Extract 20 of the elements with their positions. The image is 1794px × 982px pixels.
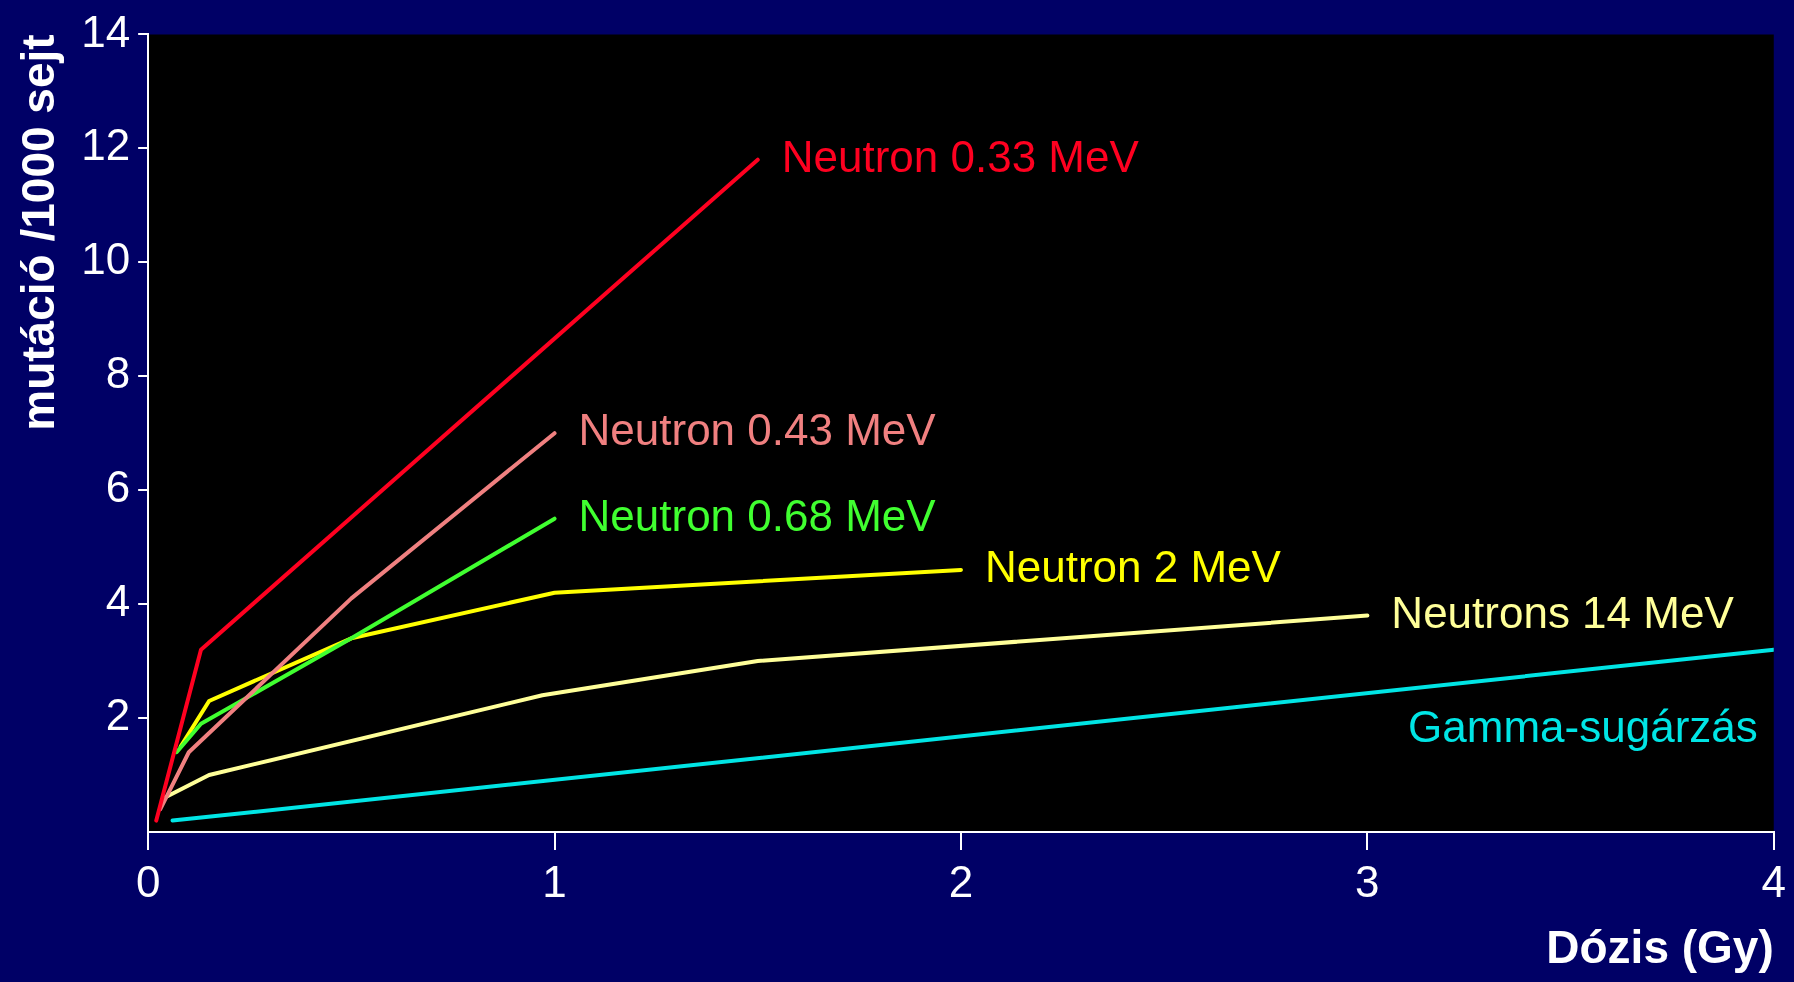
series-label: Gamma-sugárzás: [1408, 701, 1758, 751]
x-tick-label: 4: [1761, 856, 1787, 906]
y-tick-label: 10: [81, 234, 131, 284]
y-axis-title: mutáció /1000 sejt: [12, 34, 65, 431]
y-tick-label: 8: [105, 348, 131, 398]
y-tick-label: 12: [81, 120, 131, 170]
x-axis-title: Dózis (Gy): [1546, 921, 1774, 974]
x-tick-label: 2: [948, 856, 974, 906]
y-tick-label: 2: [105, 690, 131, 740]
series-label: Neutron 0.43 MeV: [578, 405, 937, 455]
y-tick-label: 4: [105, 576, 131, 626]
series-label: Neutron 0.33 MeV: [781, 131, 1140, 181]
y-tick-label: 14: [81, 6, 131, 56]
x-tick-label: 3: [1355, 856, 1380, 906]
y-tick-label: 6: [105, 462, 131, 512]
series-label: Neutron 2 MeV: [984, 542, 1282, 592]
series-label: Neutron 0.68 MeV: [578, 490, 937, 540]
series-label: Neutrons 14 MeV: [1391, 587, 1735, 637]
x-tick-label: 0: [135, 856, 161, 906]
x-tick-label: 1: [542, 856, 567, 906]
